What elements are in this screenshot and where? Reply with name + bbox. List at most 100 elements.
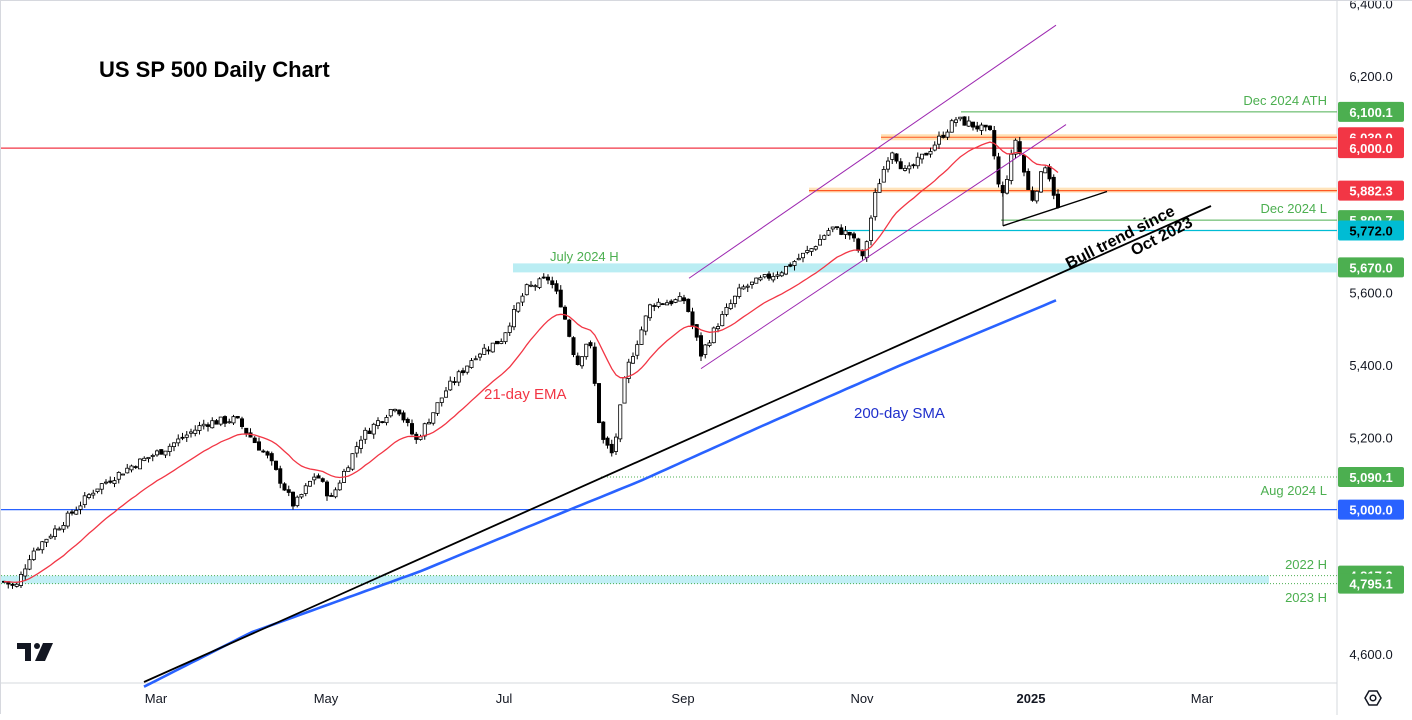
candle-body <box>180 436 185 439</box>
candle-body <box>507 325 512 333</box>
candle-body <box>129 465 134 471</box>
y-tick-label: 4,600.0 <box>1349 647 1392 662</box>
candle-body <box>91 492 96 496</box>
candle-body <box>405 418 410 424</box>
candle <box>911 163 916 169</box>
price-tag-bg <box>1338 138 1404 159</box>
candle <box>278 465 283 489</box>
candle <box>273 460 278 471</box>
time-axis[interactable]: Mar May Jul Sep Nov 2025 Mar <box>145 691 1214 706</box>
price-tag-label: 6,000.0 <box>1349 141 1392 156</box>
candle-body <box>159 449 164 455</box>
candle <box>87 493 92 500</box>
candle-body <box>431 412 436 424</box>
candle-body <box>1017 141 1022 154</box>
price-tag-bg <box>1338 180 1404 201</box>
candle-body <box>142 457 147 461</box>
candle-body <box>856 238 861 251</box>
candle <box>924 152 929 156</box>
candle <box>167 443 172 457</box>
candle-body <box>371 423 376 435</box>
candle <box>554 280 559 295</box>
candle <box>40 540 45 554</box>
candle-body <box>754 277 759 284</box>
candle-body <box>329 495 334 497</box>
candle-body <box>767 273 772 279</box>
candle-body <box>945 131 950 138</box>
candle-body <box>682 297 687 302</box>
candle <box>218 416 223 427</box>
candle-body <box>112 480 117 484</box>
candle-body <box>214 420 219 425</box>
price-tag-label: 5,090.1 <box>1349 470 1392 485</box>
candle <box>771 272 776 283</box>
candle <box>614 433 619 456</box>
candle <box>877 178 882 193</box>
candle <box>801 252 806 263</box>
candle <box>499 338 504 345</box>
candle-body <box>1030 190 1035 201</box>
candle <box>898 158 903 170</box>
h2022-annotation: 2022 H <box>1285 557 1327 572</box>
price-tag-bg <box>1338 499 1404 520</box>
candle <box>363 427 368 444</box>
candle-body <box>87 494 92 498</box>
candle <box>711 326 716 344</box>
candle-body <box>818 239 823 246</box>
candle <box>176 434 181 447</box>
candle-body <box>690 311 695 326</box>
price-axis[interactable]: 4,600.0 5,200.0 5,400.0 5,600.0 6,200.0 6,400… <box>1349 0 1392 662</box>
indicator-lines-layer <box>3 24 1212 688</box>
candle <box>1009 149 1014 185</box>
candle-body <box>435 402 440 414</box>
candle-body <box>711 327 716 344</box>
candle <box>290 491 295 510</box>
candle <box>1005 175 1010 195</box>
candle <box>707 339 712 348</box>
candle-body <box>210 420 215 429</box>
candle <box>524 283 529 296</box>
x-tick-label: 2025 <box>1017 691 1046 706</box>
candle-body <box>580 356 585 367</box>
candle <box>915 152 920 169</box>
candle <box>269 451 274 466</box>
candle <box>10 582 15 589</box>
candle-body <box>703 344 708 355</box>
candle-body <box>1013 139 1018 155</box>
candle <box>490 342 495 353</box>
candle-body <box>962 116 967 126</box>
candle-body <box>14 583 19 587</box>
candle <box>65 510 70 529</box>
candle <box>142 456 147 462</box>
candle <box>431 412 436 426</box>
candle <box>405 417 410 427</box>
channel-upper-line <box>688 24 1057 279</box>
candle <box>826 227 831 237</box>
candle <box>482 343 487 355</box>
candle <box>150 453 155 462</box>
price-tag-label: 5,882.3 <box>1349 184 1392 199</box>
price-tag-bg <box>1338 101 1404 122</box>
candle-body <box>44 538 49 543</box>
candle-body <box>724 307 729 315</box>
candle <box>983 124 988 132</box>
candle <box>95 488 100 494</box>
candle-body <box>626 361 631 379</box>
candle-body <box>622 377 627 404</box>
candle <box>665 299 670 306</box>
x-tick-label: Mar <box>145 691 168 706</box>
settings-gear-icon[interactable] <box>1364 690 1382 706</box>
candle <box>741 284 746 290</box>
candle <box>516 302 521 313</box>
candle-body <box>346 467 351 472</box>
candle-body <box>796 257 801 261</box>
candle-body <box>337 482 342 491</box>
candle-body <box>278 468 283 484</box>
y-tick-label: 6,400.0 <box>1349 1 1392 12</box>
candle <box>392 408 397 413</box>
candle-body <box>426 422 431 425</box>
candle <box>660 303 665 306</box>
candle-body <box>116 472 121 480</box>
candle-body <box>745 285 750 288</box>
candle <box>541 273 546 279</box>
